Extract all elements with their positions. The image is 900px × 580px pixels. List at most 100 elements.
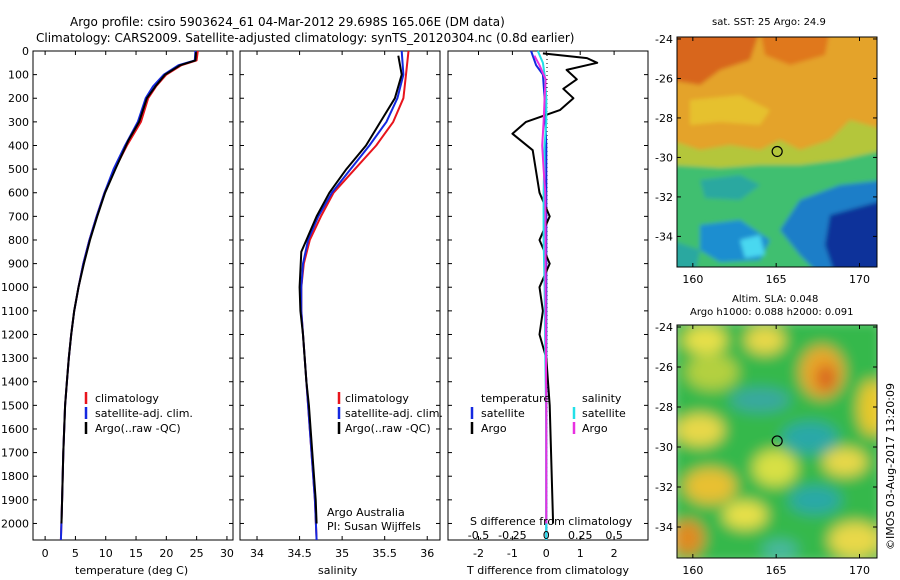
figure-title-line2: Climatology: CARS2009. Satellite-adjuste… xyxy=(36,31,574,45)
difference-top-label: S difference from climatology xyxy=(470,515,633,528)
x-tick-label: 25 xyxy=(190,547,204,560)
top-tick-label: 0 xyxy=(543,529,550,542)
salinity-x-ticks: 34 34.5 35 35.5 36 xyxy=(250,51,434,560)
depth-tick-label: 900 xyxy=(8,258,29,271)
depth-tick-label: 1400 xyxy=(1,376,29,389)
lat-tick-label: -28 xyxy=(655,401,673,414)
depth-tick-label: 1600 xyxy=(1,423,29,436)
difference-axes-frame xyxy=(447,50,649,541)
lat-tick-label: -26 xyxy=(655,361,673,374)
legend-climatology-label: climatology xyxy=(95,392,159,405)
x-tick-label: 20 xyxy=(159,547,173,560)
legend-argo-label: Argo(..raw -QC) xyxy=(95,422,181,435)
lon-tick-label: 170 xyxy=(849,564,870,577)
series-line xyxy=(300,50,405,541)
legend-temperature-header: temperature xyxy=(481,392,550,405)
lon-tick-label: 165 xyxy=(766,273,787,286)
lat-tick-label: -26 xyxy=(655,72,673,85)
depth-tick-label: 1300 xyxy=(1,352,29,365)
lat-tick-label: -34 xyxy=(655,230,673,243)
difference-legend: temperature salinity satellite Argo sate… xyxy=(470,392,626,435)
series-line xyxy=(300,50,410,541)
series-line xyxy=(60,52,197,524)
legend-s-satellite-label: satellite xyxy=(582,407,626,420)
legend-t-satellite-label: satellite xyxy=(481,407,525,420)
salinity-legend: climatology satellite-adj. clim. Argo(..… xyxy=(337,392,443,435)
lon-tick-label: 160 xyxy=(682,564,703,577)
sla-lat-ticks: -24 -26 -28 -30 -32 -34 xyxy=(655,321,877,534)
difference-panel: -2 -1 0 1 2 S difference from climatology -0… xyxy=(447,50,649,577)
lon-tick-label: 160 xyxy=(682,273,703,286)
sla-map-image xyxy=(677,325,877,558)
temperature-panel: 0100200300400500600700800900100011001200… xyxy=(1,45,648,577)
sst-map-title: sat. SST: 25 Argo: 24.9 xyxy=(712,17,826,28)
salinity-series xyxy=(298,50,410,541)
lat-tick-label: -34 xyxy=(655,521,673,534)
x-tick-label: 30 xyxy=(220,547,234,560)
x-tick-label: 0 xyxy=(42,547,49,560)
depth-tick-label: 1700 xyxy=(1,447,29,460)
legend-salinity-header: salinity xyxy=(582,392,622,405)
imos-credit-label: ©IMOS 03-Aug-2017 13:20:09 xyxy=(884,383,897,550)
temperature-axes-frame xyxy=(32,50,234,541)
series-line xyxy=(59,50,197,541)
depth-tick-label: 200 xyxy=(8,92,29,105)
depth-tick-label: 1000 xyxy=(1,281,29,294)
sla-map-frame xyxy=(676,324,878,559)
top-tick-label: -0.25 xyxy=(498,529,526,542)
difference-x-ticks: -2 -1 0 1 2 xyxy=(473,51,618,560)
depth-tick-label: 1800 xyxy=(1,470,29,483)
temperature-series xyxy=(59,50,199,541)
sst-map-frame xyxy=(676,36,878,268)
series-line xyxy=(533,55,548,524)
top-tick-label: 0.5 xyxy=(605,529,623,542)
legend-argo-label-2: Argo(..raw -QC) xyxy=(345,422,431,435)
top-tick-label: -0.5 xyxy=(468,529,489,542)
difference-top-ticks: -0.5 -0.25 0 0.25 0.5 xyxy=(468,529,623,542)
x-tick-label: 35.5 xyxy=(372,547,397,560)
legend-satellite-label-2: satellite-adj. clim. xyxy=(345,407,443,420)
depth-tick-label: 400 xyxy=(8,139,29,152)
figure-title-line1: Argo profile: csiro 5903624_61 04-Mar-20… xyxy=(70,15,505,29)
depth-tick-label: 500 xyxy=(8,163,29,176)
legend-s-argo-label: Argo xyxy=(582,422,608,435)
depth-tick-label: 700 xyxy=(8,210,29,223)
sst-map: sat. SST: 25 Argo: 24.9 -24-26-28-30-32-… xyxy=(655,17,878,286)
x-tick-label: 34 xyxy=(250,547,264,560)
difference-x-label: T difference from climatology xyxy=(466,564,629,577)
temperature-x-label: temperature (deg C) xyxy=(75,564,188,577)
sla-map-title-line1: Altim. SLA: 0.048 xyxy=(732,294,818,305)
depth-tick-label: 1500 xyxy=(1,399,29,412)
lon-tick-label: 170 xyxy=(849,273,870,286)
depth-tick-label: 2000 xyxy=(1,517,29,530)
x-tick-label: 2 xyxy=(611,547,618,560)
credit-line1: Argo Australia xyxy=(327,506,405,519)
x-tick-label: 5 xyxy=(72,547,79,560)
sla-map-title-line2: Argo h1000: 0.088 h2000: 0.091 xyxy=(690,307,854,318)
sst-lon-ticks: 160 165 170 xyxy=(682,37,870,286)
lat-tick-label: -32 xyxy=(655,481,673,494)
sst-lat-ticks: -24 -26 -28 -30 -32 -34 xyxy=(655,33,877,243)
sst-argo-location-marker xyxy=(771,145,783,158)
lat-tick-label: -24 xyxy=(655,321,673,334)
lat-tick-label: -28 xyxy=(655,112,673,125)
lat-tick-label: -32 xyxy=(655,191,673,204)
depth-tick-label: 800 xyxy=(8,234,29,247)
salinity-axes-frame xyxy=(239,50,441,541)
sla-map: Altim. SLA: 0.048 Argo h1000: 0.088 h200… xyxy=(655,294,878,577)
lon-tick-label: 165 xyxy=(766,564,787,577)
x-tick-label: -1 xyxy=(507,547,518,560)
x-tick-label: 0 xyxy=(543,547,550,560)
x-tick-label: 10 xyxy=(99,547,113,560)
salinity-x-label: salinity xyxy=(318,564,358,577)
legend-climatology-label-2: climatology xyxy=(345,392,409,405)
series-line xyxy=(59,50,199,541)
x-tick-label: 1 xyxy=(577,547,584,560)
depth-tick-label: 600 xyxy=(8,187,29,200)
temperature-legend: climatology satellite-adj. clim. Argo(..… xyxy=(84,392,193,435)
difference-series xyxy=(511,50,599,540)
depth-tick-label: 1200 xyxy=(1,328,29,341)
temperature-x-ticks: 0 5 10 15 20 25 30 xyxy=(42,51,234,560)
depth-tick-label: 0 xyxy=(22,45,29,58)
